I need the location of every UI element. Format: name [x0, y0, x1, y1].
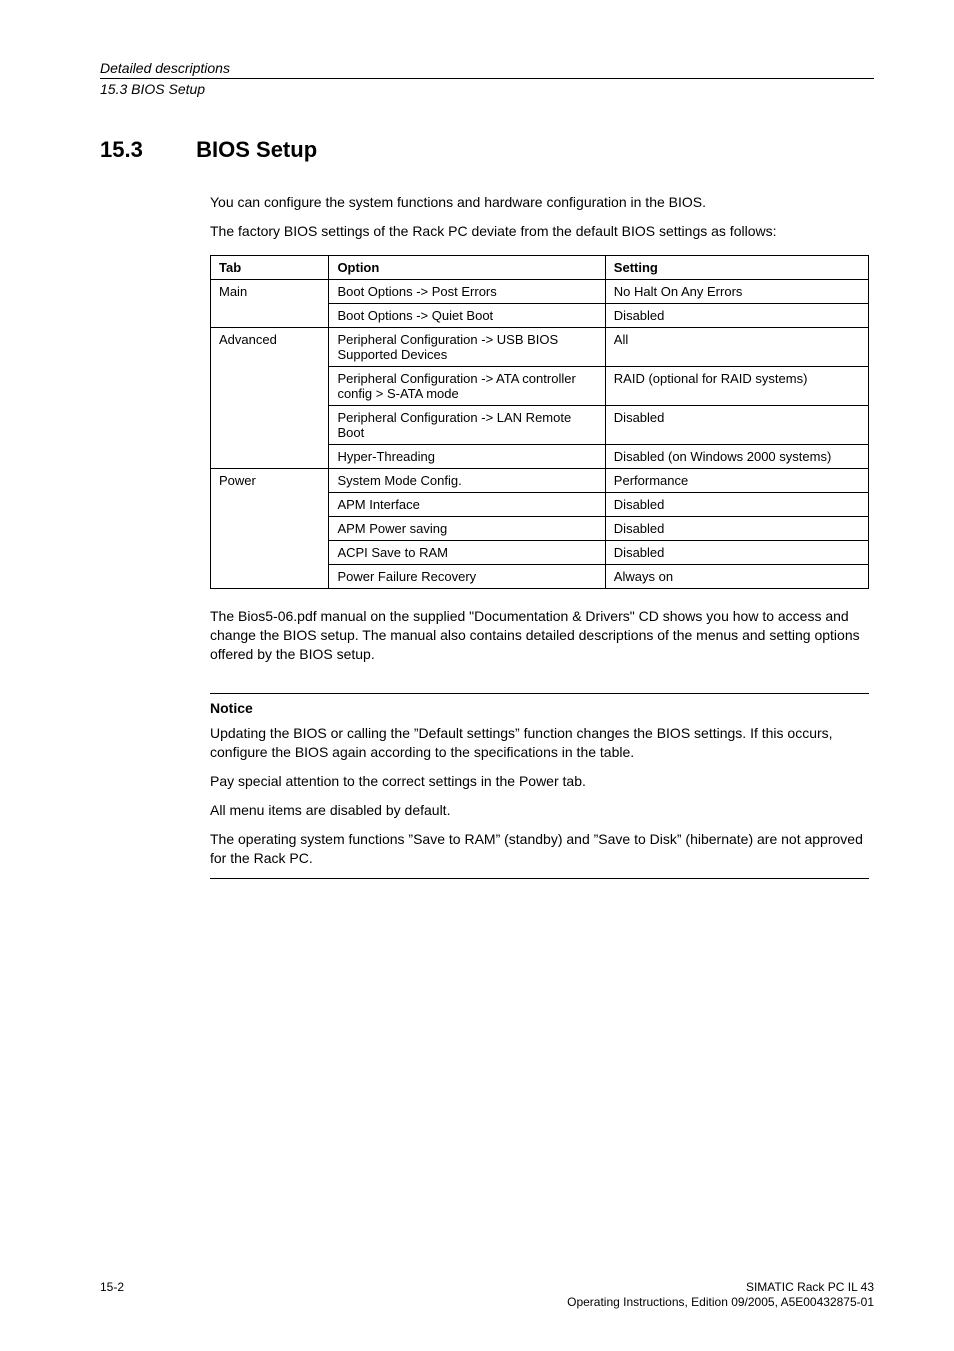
cell-option: APM Power saving [329, 516, 605, 540]
section-title: BIOS Setup [196, 137, 317, 162]
cell-option: Boot Options -> Quiet Boot [329, 303, 605, 327]
section-heading: 15.3 BIOS Setup [100, 137, 874, 163]
cell-setting: Disabled (on Windows 2000 systems) [605, 444, 868, 468]
cell-option: Hyper-Threading [329, 444, 605, 468]
table-header-tab: Tab [211, 255, 329, 279]
header-rule [100, 78, 874, 79]
table-row: Advanced Peripheral Configuration -> USB… [211, 327, 869, 366]
cell-setting: Performance [605, 468, 868, 492]
cell-setting: Disabled [605, 492, 868, 516]
notice-para-1: Updating the BIOS or calling the ”Defaul… [210, 724, 869, 762]
cell-option: Peripheral Configuration -> LAN Remote B… [329, 405, 605, 444]
cell-setting: No Halt On Any Errors [605, 279, 868, 303]
table-header-option: Option [329, 255, 605, 279]
cell-option: Peripheral Configuration -> ATA controll… [329, 366, 605, 405]
notice-block: Notice Updating the BIOS or calling the … [210, 693, 869, 878]
notice-para-3: All menu items are disabled by default. [210, 801, 869, 820]
cell-option: Boot Options -> Post Errors [329, 279, 605, 303]
cell-option: APM Interface [329, 492, 605, 516]
cell-setting: Disabled [605, 516, 868, 540]
page-footer: 15-2 SIMATIC Rack PC IL 43 Operating Ins… [100, 1280, 874, 1311]
notice-para-4: The operating system functions ”Save to … [210, 830, 869, 868]
cell-setting: Disabled [605, 405, 868, 444]
intro-line-2: The factory BIOS settings of the Rack PC… [210, 222, 869, 241]
cell-option: Power Failure Recovery [329, 564, 605, 588]
table-header-row: Tab Option Setting [211, 255, 869, 279]
footer-docinfo: Operating Instructions, Edition 09/2005,… [567, 1295, 874, 1311]
cell-option: ACPI Save to RAM [329, 540, 605, 564]
bios-settings-table: Tab Option Setting Main Boot Options -> … [210, 255, 869, 589]
table-row: Power System Mode Config. Performance [211, 468, 869, 492]
footer-page-number: 15-2 [100, 1280, 124, 1294]
footer-right-block: SIMATIC Rack PC IL 43 Operating Instruct… [567, 1280, 874, 1311]
body-content: You can configure the system functions a… [210, 193, 869, 879]
cell-setting: RAID (optional for RAID systems) [605, 366, 868, 405]
table-header-setting: Setting [605, 255, 868, 279]
after-table-para: The Bios5-06.pdf manual on the supplied … [210, 607, 869, 664]
page-header: Detailed descriptions 15.3 BIOS Setup [100, 60, 874, 97]
notice-title: Notice [210, 700, 869, 716]
cell-tab: Main [211, 279, 329, 327]
table-body: Main Boot Options -> Post Errors No Halt… [211, 279, 869, 588]
header-top: Detailed descriptions [100, 60, 874, 76]
cell-tab: Advanced [211, 327, 329, 468]
cell-setting: All [605, 327, 868, 366]
cell-option: Peripheral Configuration -> USB BIOS Sup… [329, 327, 605, 366]
cell-option: System Mode Config. [329, 468, 605, 492]
intro-line-1: You can configure the system functions a… [210, 193, 869, 212]
notice-para-2: Pay special attention to the correct set… [210, 772, 869, 791]
cell-setting: Disabled [605, 303, 868, 327]
section-number: 15.3 [100, 137, 190, 163]
cell-tab: Power [211, 468, 329, 588]
header-sub: 15.3 BIOS Setup [100, 81, 874, 97]
notice-rule-bottom [210, 878, 869, 879]
cell-setting: Always on [605, 564, 868, 588]
cell-setting: Disabled [605, 540, 868, 564]
table-row: Main Boot Options -> Post Errors No Halt… [211, 279, 869, 303]
notice-rule-top [210, 693, 869, 694]
footer-product: SIMATIC Rack PC IL 43 [567, 1280, 874, 1296]
page-container: Detailed descriptions 15.3 BIOS Setup 15… [0, 0, 954, 1351]
